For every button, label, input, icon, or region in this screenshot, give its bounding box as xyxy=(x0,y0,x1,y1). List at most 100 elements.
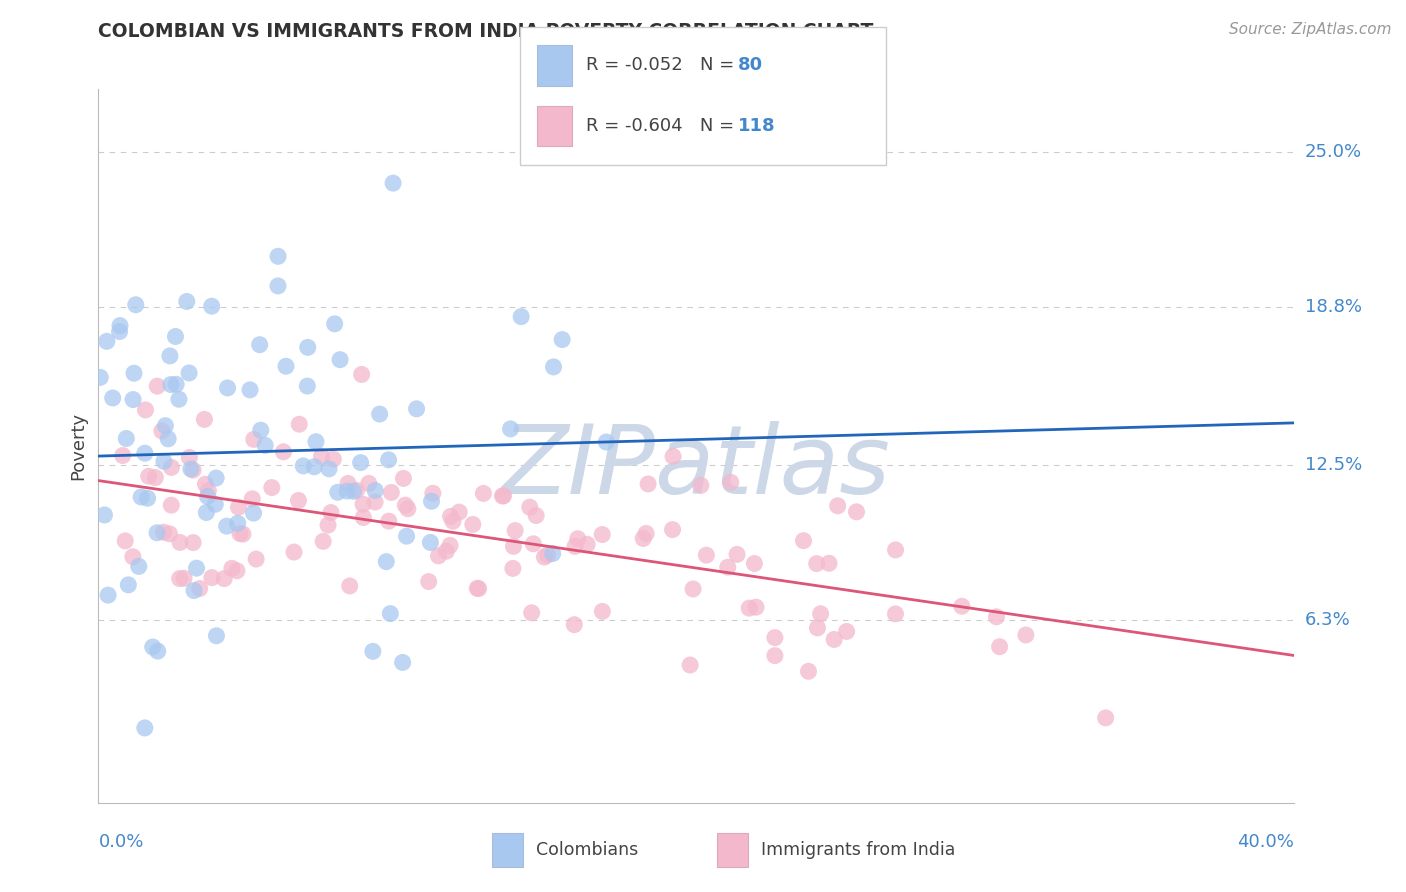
Point xyxy=(346,483,368,498)
Point xyxy=(142,640,165,654)
Point xyxy=(792,533,814,548)
Point xyxy=(591,604,613,618)
Point xyxy=(122,549,145,564)
Point xyxy=(1094,711,1116,725)
Point xyxy=(375,555,398,569)
Point xyxy=(205,629,228,643)
Point xyxy=(567,532,589,546)
Point xyxy=(337,476,360,491)
Point xyxy=(391,656,413,670)
Point xyxy=(312,534,335,549)
Point xyxy=(467,582,489,596)
Point xyxy=(159,526,181,541)
Point xyxy=(292,458,315,473)
Point xyxy=(242,506,264,520)
Point xyxy=(434,544,457,558)
Point xyxy=(93,508,115,522)
Point xyxy=(302,459,325,474)
Point xyxy=(226,516,249,531)
Point xyxy=(215,519,238,533)
Point xyxy=(541,547,564,561)
Point xyxy=(319,506,342,520)
Point xyxy=(884,543,907,558)
Point xyxy=(159,377,181,392)
Point xyxy=(228,500,250,515)
Point xyxy=(160,460,183,475)
Point xyxy=(405,401,427,416)
Point xyxy=(159,349,181,363)
Point xyxy=(254,438,277,452)
Point xyxy=(418,574,440,589)
Point xyxy=(339,579,361,593)
Point xyxy=(194,477,217,491)
Point xyxy=(239,383,262,397)
Text: 12.5%: 12.5% xyxy=(1305,456,1362,474)
Point xyxy=(543,359,565,374)
Point xyxy=(188,582,211,596)
Point xyxy=(491,489,513,503)
Point xyxy=(382,176,405,190)
Point xyxy=(378,514,401,528)
Point xyxy=(422,486,444,500)
Point xyxy=(288,417,311,432)
Point xyxy=(502,561,524,575)
Point xyxy=(212,572,235,586)
Point xyxy=(492,489,515,503)
Point xyxy=(229,526,252,541)
Point xyxy=(519,500,541,515)
Point xyxy=(165,377,187,392)
Point xyxy=(267,279,290,293)
Text: 80: 80 xyxy=(738,56,763,74)
Point xyxy=(524,508,547,523)
Point xyxy=(520,606,543,620)
Point xyxy=(183,583,205,598)
Text: COLOMBIAN VS IMMIGRANTS FROM INDIA POVERTY CORRELATION CHART: COLOMBIAN VS IMMIGRANTS FROM INDIA POVER… xyxy=(98,22,873,41)
Text: 0.0%: 0.0% xyxy=(98,833,143,851)
Point xyxy=(380,607,402,621)
Point xyxy=(395,529,418,543)
Point xyxy=(502,540,524,554)
Point xyxy=(357,476,380,491)
Point xyxy=(117,578,139,592)
Point xyxy=(661,523,683,537)
Point xyxy=(988,640,1011,654)
Text: 25.0%: 25.0% xyxy=(1305,143,1362,161)
Point xyxy=(138,469,160,483)
Point xyxy=(818,556,841,570)
Text: R = -0.604   N =: R = -0.604 N = xyxy=(586,118,740,136)
Point xyxy=(249,423,271,437)
Point xyxy=(797,665,820,679)
Point xyxy=(221,561,243,575)
Point xyxy=(297,340,319,354)
Point xyxy=(153,454,176,468)
Point xyxy=(167,392,190,407)
Point xyxy=(177,366,200,380)
Point xyxy=(591,527,613,541)
Point xyxy=(195,506,218,520)
Point xyxy=(427,549,450,563)
Point xyxy=(217,381,239,395)
Point xyxy=(155,418,177,433)
Text: 118: 118 xyxy=(738,118,776,136)
Point xyxy=(143,470,166,484)
Point xyxy=(763,648,786,663)
Point xyxy=(122,366,145,380)
Point xyxy=(503,524,526,538)
Point xyxy=(806,557,828,571)
Text: Immigrants from India: Immigrants from India xyxy=(761,841,955,859)
Point xyxy=(364,495,387,509)
Point xyxy=(689,478,711,492)
Point xyxy=(695,548,717,562)
Point xyxy=(745,600,768,615)
Point xyxy=(287,493,309,508)
Point xyxy=(810,607,832,621)
Point xyxy=(108,318,131,333)
Point xyxy=(205,471,228,485)
Point xyxy=(499,422,522,436)
Point xyxy=(97,588,120,602)
Point xyxy=(533,549,555,564)
Point xyxy=(322,452,344,467)
Point xyxy=(134,446,156,460)
Text: Colombians: Colombians xyxy=(536,841,638,859)
Point xyxy=(326,485,349,500)
